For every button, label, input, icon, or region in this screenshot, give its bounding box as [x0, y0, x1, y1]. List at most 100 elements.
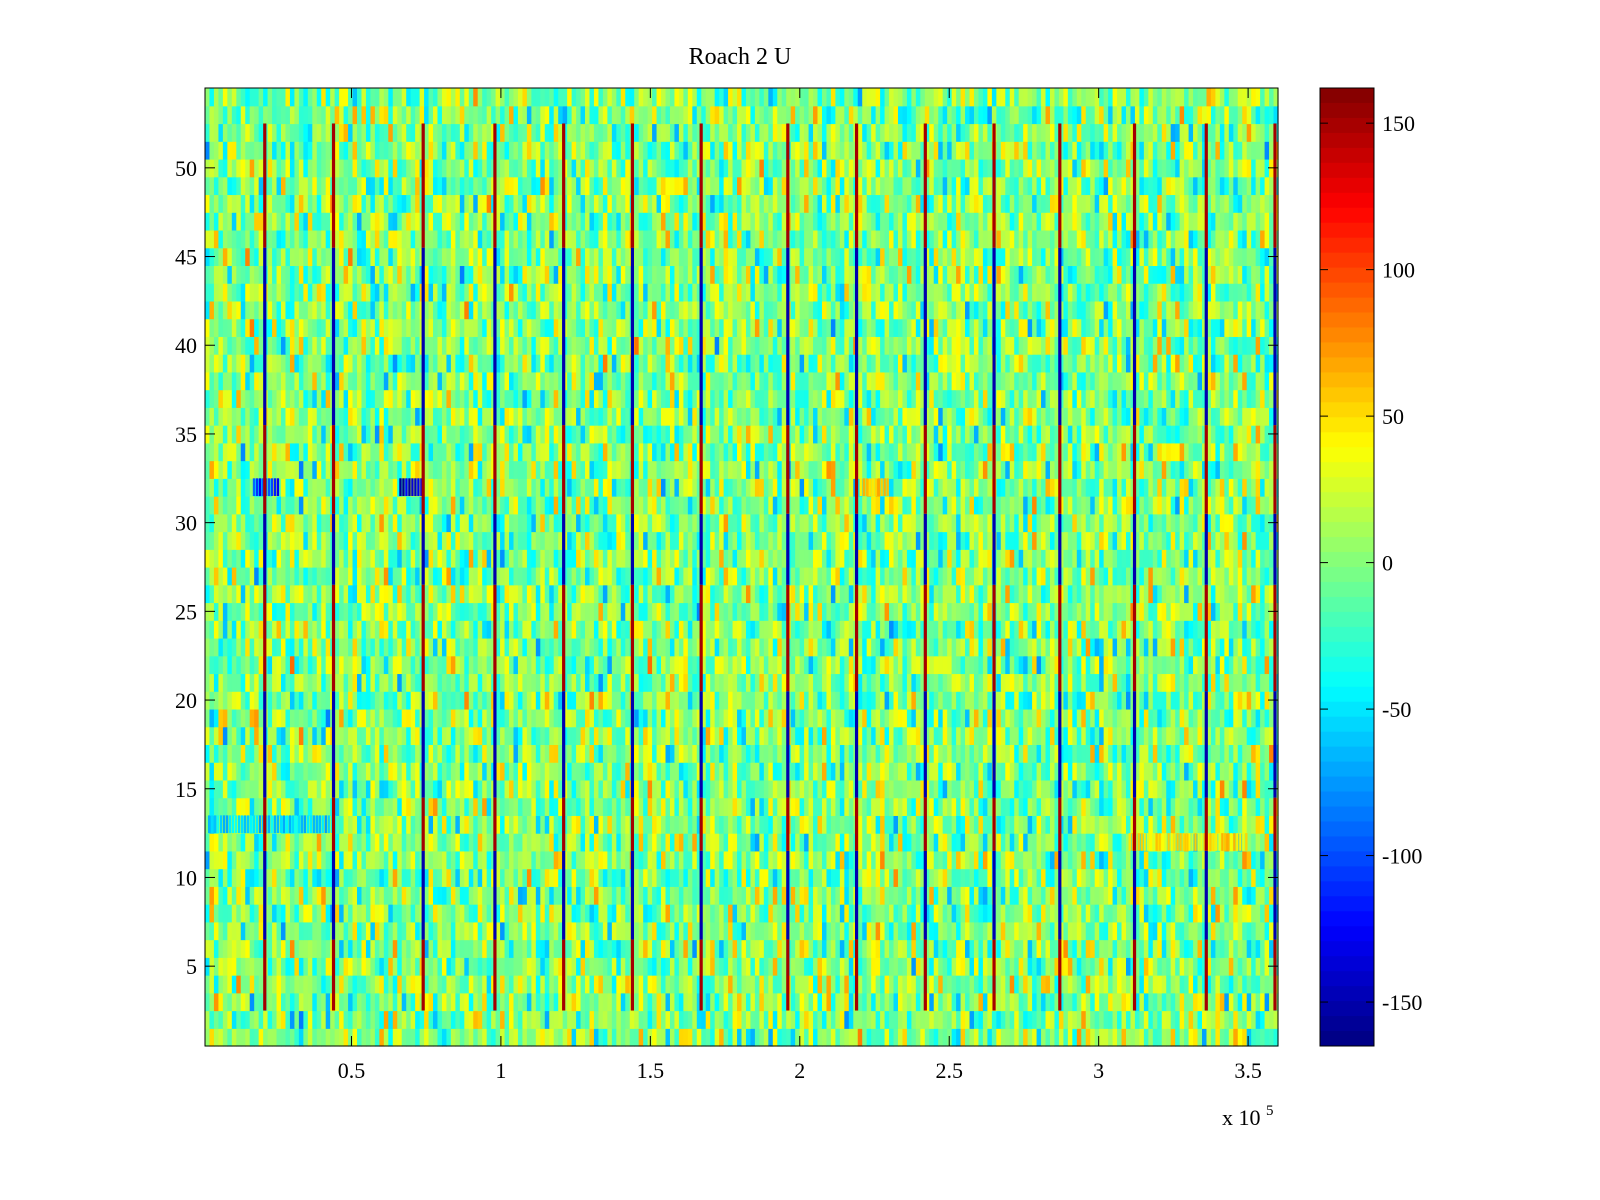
- heatmap-cell: [763, 708, 769, 728]
- heatmap-cell: [441, 1010, 448, 1029]
- heatmap-cell: [938, 762, 944, 781]
- heatmap-cell: [1121, 975, 1127, 994]
- heatmap-cell: [710, 1010, 716, 1029]
- heatmap-cell: [839, 886, 845, 905]
- heatmap-cell: [772, 957, 778, 976]
- heatmap-cell: [674, 708, 680, 728]
- heatmap-cell: [1094, 939, 1100, 958]
- heatmap-cell: [383, 833, 389, 852]
- heatmap-cell: [526, 833, 532, 852]
- heatmap-cell: [683, 1028, 689, 1047]
- heatmap-cell: [249, 957, 255, 976]
- heatmap-cell: [374, 957, 380, 976]
- heatmap-cell: [406, 1010, 412, 1029]
- heatmap-cell: [289, 850, 296, 870]
- heatmap-cell: [1045, 868, 1051, 887]
- heatmap-cell: [705, 904, 711, 923]
- heatmap-cell: [1134, 957, 1140, 976]
- heatmap-cell: [607, 850, 613, 870]
- heatmap-cell: [947, 939, 953, 958]
- heatmap-cell: [482, 673, 488, 692]
- heatmap-cell: [1215, 691, 1221, 710]
- heatmap-cell: [965, 797, 971, 816]
- heatmap-cell: [1112, 833, 1118, 852]
- heatmap-cell: [848, 904, 854, 923]
- heatmap-cell: [281, 1010, 287, 1029]
- heatmap-cell: [254, 1028, 260, 1047]
- heatmap-cell: [1099, 957, 1105, 976]
- heatmap-cell: [710, 992, 716, 1012]
- heatmap-cell: [973, 691, 980, 710]
- heatmap-cell: [598, 779, 604, 799]
- heatmap-cell: [1197, 921, 1203, 941]
- heatmap-cell: [437, 708, 443, 728]
- heatmap-cell: [294, 886, 300, 905]
- heatmap-cell: [513, 1028, 519, 1047]
- heatmap-cell: [947, 904, 953, 923]
- heatmap-cell: [871, 850, 877, 870]
- heatmap-cell: [504, 833, 510, 852]
- heatmap-cell: [509, 921, 515, 941]
- heatmap-cell: [316, 673, 322, 692]
- heatmap-cell: [607, 797, 613, 816]
- heatmap-cell: [1005, 975, 1011, 994]
- heatmap-cell: [1166, 1010, 1172, 1029]
- heatmap-cell: [213, 957, 220, 976]
- heatmap-cell: [732, 691, 738, 710]
- heatmap-cell: [294, 904, 300, 923]
- heatmap-cell: [1049, 744, 1056, 763]
- heatmap-cell: [240, 762, 246, 781]
- heatmap-cell: [1076, 815, 1082, 834]
- heatmap-cell: [777, 992, 783, 1012]
- heatmap-cell: [437, 815, 443, 834]
- heatmap-cell: [857, 850, 863, 870]
- heatmap-cell: [254, 1010, 260, 1029]
- heatmap-cell: [307, 1028, 313, 1047]
- heatmap-cell: [1099, 691, 1105, 710]
- heatmap-cell: [620, 1010, 626, 1029]
- heatmap-cell: [473, 850, 479, 870]
- heatmap-cell: [495, 762, 501, 781]
- heatmap-cell: [446, 779, 452, 799]
- heatmap-cell: [593, 1010, 600, 1029]
- heatmap-cell: [504, 673, 510, 692]
- heatmap-cell: [933, 815, 939, 834]
- heatmap-cell: [428, 850, 434, 870]
- heatmap-cell: [1197, 797, 1203, 816]
- heatmap-cell: [804, 708, 810, 728]
- heatmap-cell: [960, 691, 966, 710]
- heatmap-cell: [634, 744, 640, 763]
- heatmap-cell: [205, 762, 211, 781]
- heatmap-cell: [424, 921, 430, 941]
- heatmap-cell: [893, 744, 899, 763]
- heatmap-cell: [1242, 797, 1248, 816]
- heatmap-cell: [674, 744, 680, 763]
- heatmap-cell: [1170, 833, 1176, 852]
- heatmap-cell: [625, 673, 631, 692]
- heatmap-cell: [741, 939, 747, 958]
- heatmap-cell: [553, 779, 559, 799]
- heatmap-cell: [795, 691, 801, 710]
- heatmap-cell: [334, 779, 340, 799]
- heatmap-cell: [625, 691, 631, 710]
- heatmap-cell: [276, 1010, 282, 1029]
- heatmap-cell: [781, 708, 787, 728]
- heatmap-cell: [705, 762, 711, 781]
- heatmap-cell: [500, 939, 506, 958]
- heatmap-cell: [656, 833, 662, 852]
- heatmap-cell: [835, 975, 841, 994]
- heatmap-cell: [1005, 992, 1011, 1012]
- heatmap-cell: [245, 992, 251, 1012]
- heatmap-cell: [737, 744, 743, 763]
- heatmap-cell: [589, 779, 595, 799]
- heatmap-cell: [777, 762, 783, 781]
- heatmap-cell: [674, 815, 680, 834]
- heatmap-cell: [383, 797, 389, 816]
- heatmap-cell: [352, 726, 358, 746]
- heatmap-cell: [1112, 744, 1118, 763]
- heatmap-cell: [370, 1028, 376, 1047]
- heatmap-cell: [544, 921, 550, 941]
- heatmap-cell: [544, 1028, 550, 1047]
- heatmap-cell: [763, 939, 769, 958]
- heatmap-cell: [701, 833, 707, 852]
